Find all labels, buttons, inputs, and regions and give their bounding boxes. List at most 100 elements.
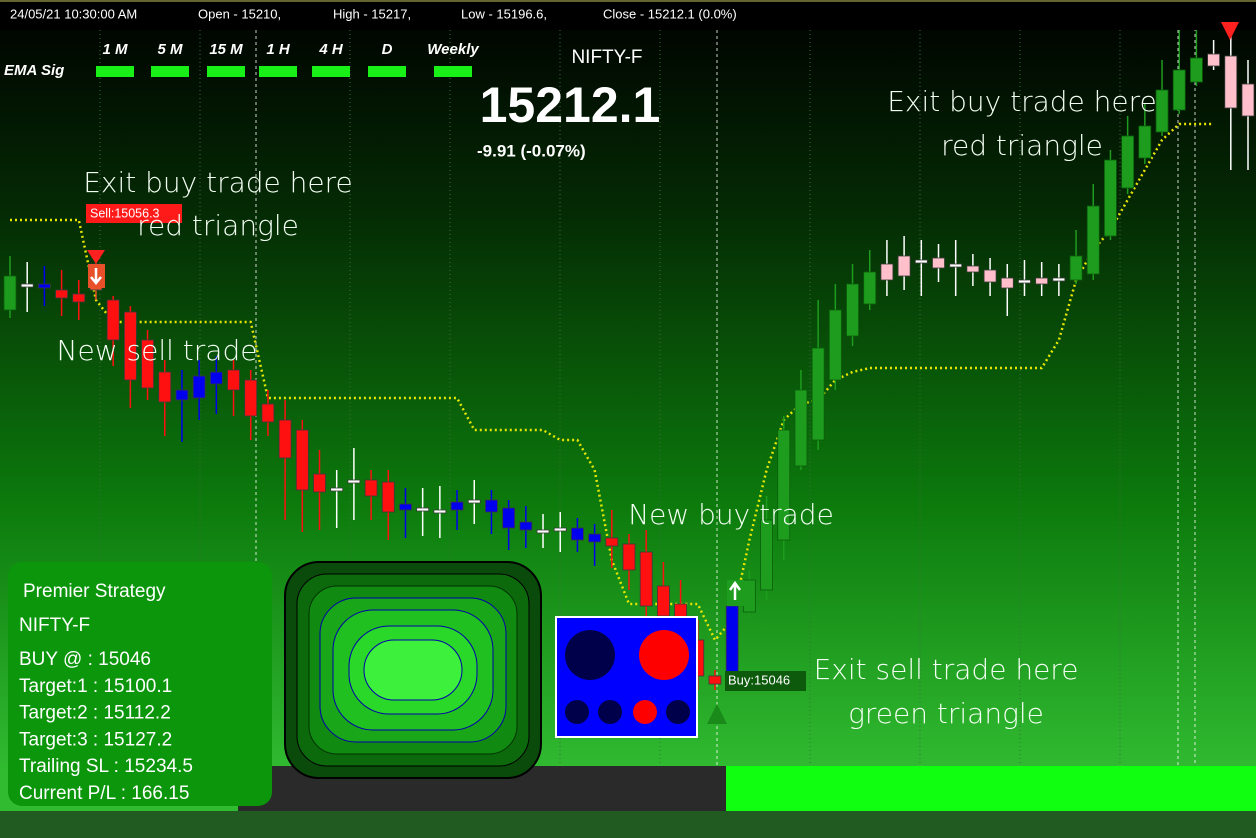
symbol: NIFTY-F — [571, 47, 642, 68]
annotation: Exit buy trade here — [887, 85, 1157, 118]
signal-widget — [284, 561, 542, 779]
panel-lines: NIFTY-F BUY @ : 15046 Target:1 : 15100.1 Ta… — [19, 615, 193, 804]
candle-body — [123, 311, 137, 381]
annotation: red triangle — [137, 209, 299, 242]
header-item: Open - 15210, — [198, 6, 281, 21]
timeframe-label: 15 M — [209, 41, 243, 58]
candle-body — [175, 389, 189, 401]
timeframes: 1 M 5 M 15 M 1 H 4 H D Weekly — [96, 41, 479, 77]
timeframe-label: Weekly — [427, 41, 479, 58]
candle-body — [1224, 55, 1238, 109]
timeframe-signal — [207, 66, 245, 77]
candle-body — [1052, 277, 1066, 282]
candle-body — [1121, 135, 1135, 189]
candle-body — [1035, 277, 1049, 285]
annotation: green triangle — [848, 697, 1044, 730]
dot-widget — [555, 616, 698, 738]
header-item: Close - 15212.1 (0.0%) — [603, 6, 737, 21]
panel-line: NIFTY-F — [19, 615, 90, 636]
candle-body — [880, 263, 894, 281]
candle-body — [209, 371, 223, 385]
candle-body — [897, 255, 911, 277]
candle-body — [485, 499, 498, 513]
timeframe-label: 5 M — [157, 41, 183, 58]
candle-body — [932, 257, 945, 269]
annotation: New sell trade — [57, 334, 258, 367]
candle-body — [106, 299, 120, 341]
candle-body — [725, 605, 739, 677]
down-arrow — [90, 268, 102, 285]
panel-line: BUY @ : 15046 — [19, 649, 151, 670]
candle-body — [72, 293, 86, 303]
panel-line: Trailing SL : 15234.5 — [19, 756, 193, 777]
timeframe-signal — [434, 66, 472, 77]
exit-triangle — [1221, 22, 1239, 40]
header-item: Low - 15196.6, — [461, 6, 547, 21]
candle-body — [760, 519, 773, 591]
candle-body — [55, 289, 68, 299]
candle-body — [966, 265, 980, 273]
candle-body — [313, 473, 326, 493]
panel-line: Target:2 : 15112.2 — [19, 703, 171, 724]
candle-body — [158, 371, 172, 403]
candle-body — [639, 551, 653, 607]
panel-line: Current P/L : 166.15 — [19, 783, 189, 804]
bottom-bar-green — [726, 766, 1256, 811]
candle-body — [1104, 159, 1117, 237]
candle-body — [536, 529, 550, 534]
annotation: red triangle — [941, 129, 1103, 162]
candle-body — [37, 283, 51, 289]
up-arrow — [728, 580, 742, 600]
candle-body — [1241, 83, 1255, 117]
candle-body — [949, 263, 963, 268]
candle-body — [622, 543, 636, 571]
panel-title: Premier Strategy — [23, 581, 166, 602]
candle-body — [794, 389, 808, 467]
candle-body — [416, 507, 430, 512]
price-change: -9.91 (-0.07%) — [477, 141, 586, 160]
candle-body — [192, 375, 206, 399]
candle-body — [244, 379, 258, 417]
candle-body — [1207, 53, 1221, 67]
candle-body — [777, 429, 791, 541]
candle-body — [227, 369, 240, 391]
header-bar — [0, 0, 1256, 30]
candle-body — [519, 521, 533, 531]
timeframe-signal — [259, 66, 297, 77]
candle-body — [588, 533, 602, 543]
candle-body — [3, 275, 17, 311]
candle-body — [828, 309, 842, 381]
sell-label-box — [86, 204, 182, 223]
candle-body — [330, 487, 344, 492]
buy-label: Buy:15046 — [728, 672, 790, 687]
candle-body — [399, 503, 412, 511]
price: 15212.1 — [480, 77, 661, 133]
candle-body — [846, 283, 859, 337]
candle-body — [278, 419, 292, 459]
timeframe-label: D — [382, 41, 393, 58]
candle-body — [914, 259, 928, 264]
candle-body — [742, 579, 756, 613]
candle-body — [811, 347, 825, 441]
candle-body — [467, 499, 481, 504]
candle-body — [364, 479, 378, 497]
candle-body — [553, 527, 567, 532]
candle-body — [1069, 255, 1083, 281]
timeframe-label: 4 H — [318, 41, 344, 58]
timeframe-label: 1 H — [266, 41, 291, 58]
candle-body — [141, 339, 154, 389]
candle-body — [1172, 69, 1186, 111]
ema-label: EMA Sig — [4, 62, 64, 79]
header-item: High - 15217, — [333, 6, 411, 21]
buy-triangle — [707, 704, 727, 724]
sell-triangle — [87, 250, 105, 264]
header-item: 24/05/21 10:30:00 AM — [10, 6, 137, 21]
candle-body — [1018, 279, 1031, 284]
timeframe-label: 1 M — [102, 41, 128, 58]
timeframe-signal — [312, 66, 350, 77]
candle-body — [1190, 57, 1203, 83]
sell-label: Sell:15056.3 — [90, 206, 160, 220]
candle-body — [605, 537, 619, 547]
timeframe-signal — [368, 66, 406, 77]
strategy-panel — [8, 562, 272, 806]
